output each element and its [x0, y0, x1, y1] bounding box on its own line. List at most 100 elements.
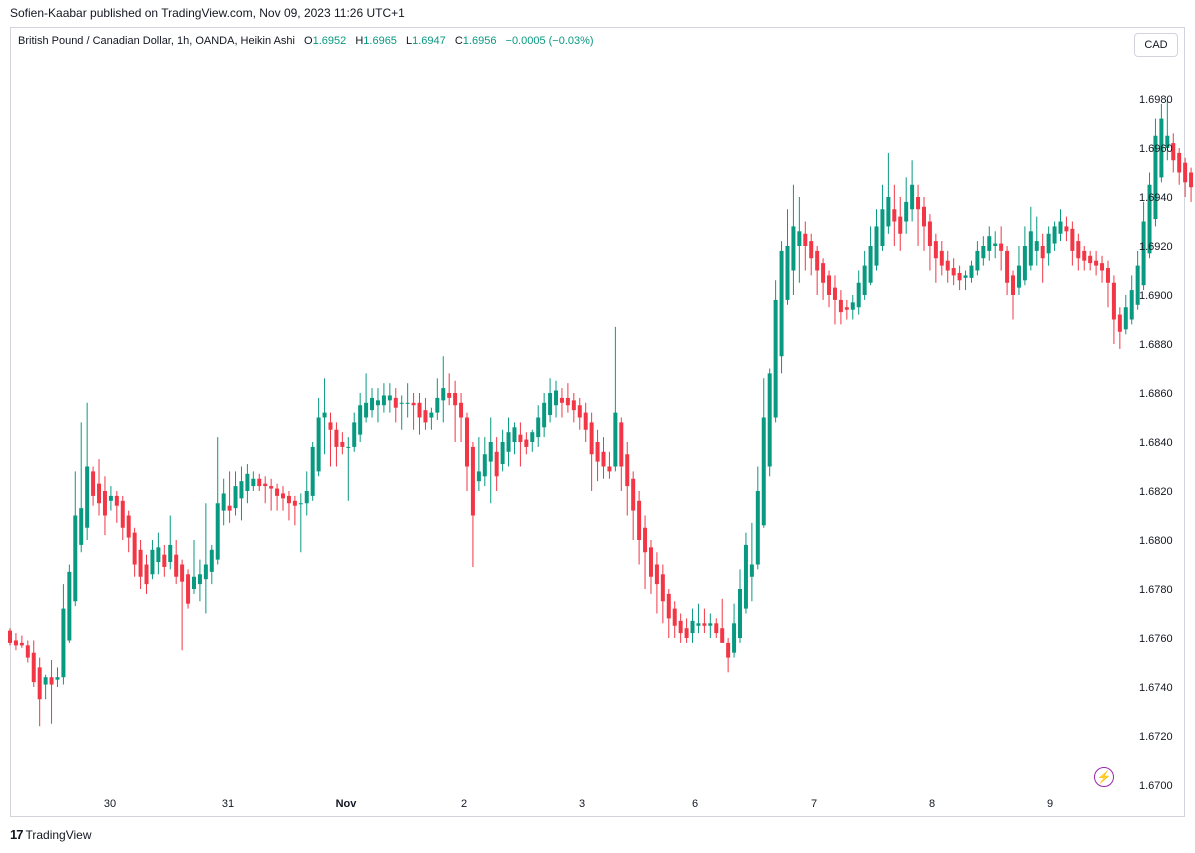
y-tick-label: 1.6860 — [1139, 388, 1173, 400]
candle-body — [162, 554, 167, 567]
candle — [613, 326, 618, 472]
candle — [73, 471, 78, 607]
candle — [1147, 172, 1152, 259]
candle-body — [1088, 255, 1093, 264]
candle — [637, 491, 642, 565]
candle-body — [1141, 221, 1146, 286]
candle — [1111, 275, 1116, 344]
candle — [1189, 167, 1194, 202]
candle-body — [921, 206, 926, 227]
candle — [1022, 226, 1027, 286]
candle-body — [375, 400, 380, 406]
candle — [1135, 250, 1140, 310]
candle — [856, 270, 861, 315]
candle — [197, 559, 202, 602]
candle — [203, 503, 208, 614]
candle-body — [821, 263, 826, 283]
candle-body — [209, 549, 214, 572]
candle-body — [138, 549, 143, 577]
candle — [844, 299, 849, 320]
candle — [482, 437, 487, 487]
candle — [227, 471, 232, 523]
candle-body — [815, 250, 820, 271]
candle — [631, 471, 636, 540]
candle — [1016, 246, 1021, 295]
candle — [1064, 216, 1069, 242]
candle — [571, 393, 576, 423]
candle — [91, 466, 96, 506]
candle-body — [233, 486, 238, 509]
candle — [803, 221, 808, 271]
candle — [43, 674, 48, 700]
candles-group — [8, 99, 1194, 727]
candle — [957, 265, 962, 291]
candle-body — [298, 503, 303, 505]
candle-body — [25, 645, 30, 658]
candle-body — [732, 623, 737, 653]
tradingview-logo[interactable]: 17 TradingView — [10, 827, 92, 842]
candle — [1052, 221, 1057, 251]
candle — [933, 233, 938, 283]
candle — [470, 442, 475, 567]
candle-body — [868, 246, 873, 283]
candle — [245, 464, 250, 504]
candle — [114, 491, 119, 523]
candle — [429, 407, 434, 430]
candle-body — [19, 642, 24, 646]
candle — [1100, 255, 1105, 283]
candle-body — [916, 197, 921, 210]
candle — [577, 397, 582, 430]
candle-body — [862, 265, 867, 295]
candle-body — [1177, 152, 1182, 173]
currency-button[interactable]: CAD — [1134, 33, 1178, 57]
candle — [168, 515, 173, 570]
legend-close-value: 1.6956 — [462, 35, 497, 47]
candle — [31, 640, 36, 687]
candle-body — [263, 483, 268, 487]
candle — [500, 429, 505, 472]
candle-body — [310, 446, 315, 496]
candle-body — [447, 393, 452, 398]
candle — [1076, 233, 1081, 271]
candle-body — [672, 608, 677, 626]
candle — [435, 378, 440, 420]
candle — [405, 383, 410, 418]
candle-body — [191, 576, 196, 589]
candle-body — [785, 246, 790, 300]
candle — [387, 383, 392, 413]
candle-body — [1123, 307, 1128, 330]
candle-body — [328, 422, 333, 430]
candle-body — [720, 628, 725, 643]
candle — [79, 422, 84, 553]
candle — [411, 393, 416, 430]
candle — [186, 569, 191, 609]
tradingview-logo-text: TradingView — [25, 827, 92, 842]
candle-body — [1016, 265, 1021, 288]
candle-body — [1011, 275, 1016, 295]
candle-body — [666, 593, 671, 619]
candle-body — [257, 478, 262, 487]
candle-body — [346, 446, 351, 448]
candle-body — [738, 589, 743, 638]
candle — [340, 432, 345, 455]
candle — [755, 466, 760, 570]
candle-body — [1022, 246, 1027, 281]
candle-body — [963, 275, 968, 278]
candle-body — [803, 233, 808, 246]
candle — [945, 250, 950, 283]
candle — [120, 495, 125, 540]
candle — [108, 486, 113, 511]
candle-body — [904, 201, 909, 222]
candle-body — [476, 471, 481, 482]
candle — [939, 241, 944, 276]
candle-body — [1034, 241, 1039, 251]
candle-body — [874, 226, 879, 266]
candle-body — [91, 471, 96, 496]
candle-body — [37, 667, 42, 700]
y-tick-label: 1.6800 — [1139, 535, 1173, 547]
candle-body — [506, 432, 511, 452]
candle — [257, 473, 262, 491]
candle-body — [292, 500, 297, 506]
lightning-icon[interactable]: ⚡ — [1094, 767, 1114, 787]
